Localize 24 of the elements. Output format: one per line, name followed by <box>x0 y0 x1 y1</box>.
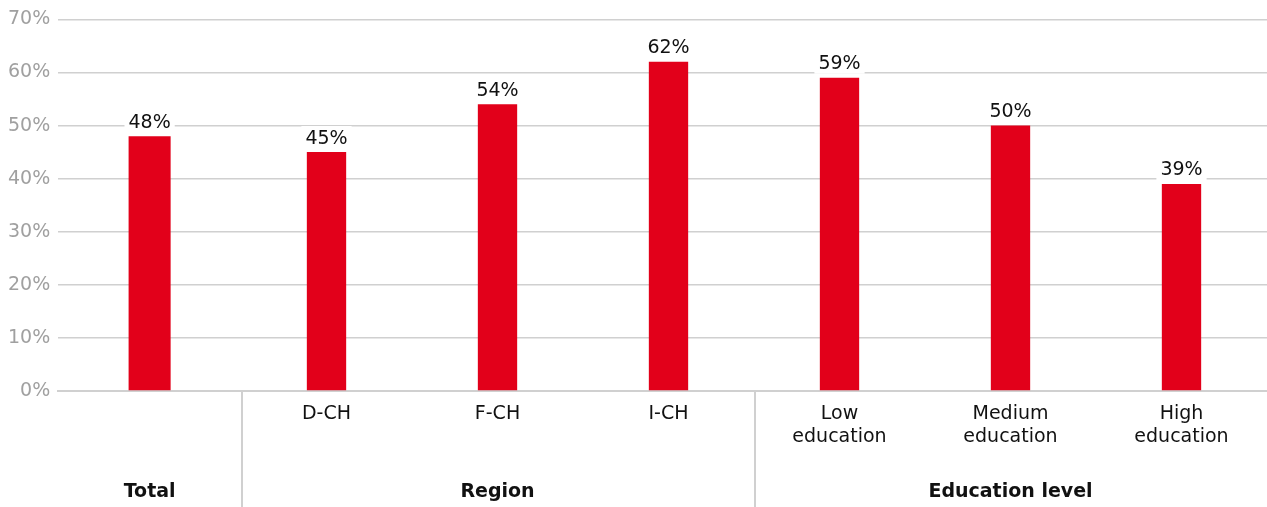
x-tick-label: Low education <box>792 401 887 447</box>
y-tick-label: 10% <box>8 324 51 347</box>
data-label: 45% <box>305 125 348 148</box>
y-tick-label: 40% <box>8 165 51 188</box>
y-tick-label: 60% <box>8 59 51 82</box>
y-tick-label: 70% <box>8 6 51 29</box>
x-tick-label: F-CH <box>474 401 521 424</box>
x-tick-label: High education <box>1134 401 1229 447</box>
x-tick-label: I-CH <box>648 401 689 424</box>
data-label: 48% <box>128 109 171 132</box>
data-label: 54% <box>476 77 519 100</box>
data-label: 62% <box>647 35 690 58</box>
y-tick-label: 50% <box>8 112 51 135</box>
x-axis-title: Region <box>460 478 535 501</box>
x-tick-label: D-CH <box>301 401 352 424</box>
x-axis-title: Education level <box>928 478 1093 501</box>
data-label: 59% <box>818 51 861 74</box>
y-tick-label: 20% <box>8 271 51 294</box>
y-tick-label: 0% <box>20 377 51 400</box>
data-label: 39% <box>1160 157 1203 180</box>
y-tick-label: 30% <box>8 218 51 241</box>
data-label: 50% <box>989 99 1032 122</box>
x-axis-title: Total <box>123 478 176 501</box>
x-tick-label: Medium education <box>963 401 1058 447</box>
